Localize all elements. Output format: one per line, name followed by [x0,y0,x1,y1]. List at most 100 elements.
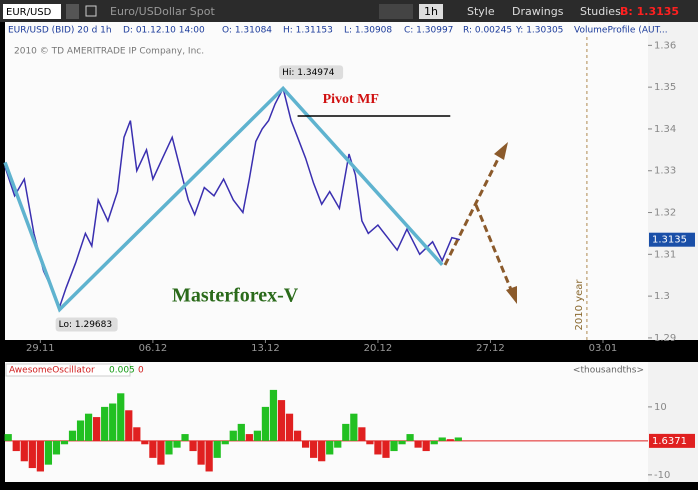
watermark: Masterforex-V [172,285,299,307]
oscillator-bar [125,410,133,441]
oscillator-bar [374,440,382,455]
oscillator-bar [358,427,366,441]
oscillator-bar [382,440,390,458]
oscillator-bar [149,440,157,458]
studies-button[interactable]: Studies [580,5,621,18]
oscillator-bar [181,434,189,441]
oscillator-bar [398,440,406,445]
oscillator-bar [430,440,438,445]
oscillator-bar [76,420,85,441]
oscillator-bar [205,440,213,472]
low-label: Lo: 1.29683 [59,320,112,330]
legend-y: Y: 1.30305 [515,26,563,36]
last-price-label: 1.3135 [652,235,687,246]
price-line [4,86,461,309]
osc-last-label: 1.6371 [652,436,687,447]
legend-date: D: 01.12.10 14:00 [123,26,205,36]
y-tick-label: 1.29 [654,333,676,344]
oscillator-bar [197,440,205,465]
oscillator-bar [245,434,253,441]
x-tick-label: 27.12 [476,343,505,354]
osc-title-box [5,363,131,377]
y-tick-label: 1.34 [654,124,676,135]
last-price-box [649,232,695,247]
osc-value: 0.005 [109,366,135,376]
oscillator-bar [318,440,326,462]
tool-icons[interactable] [379,4,413,19]
zigzag [3,85,444,313]
oscillator-bar [189,440,197,452]
legend-high: H: 1.31153 [283,26,333,36]
osc-units: <thousandths> [573,366,644,376]
oscillator-bar [141,440,149,445]
oscillator-bar [277,400,286,441]
timeframe[interactable]: 1h [424,5,438,18]
oscillator-bar [390,440,398,452]
toolbar [0,0,698,22]
oscillator-bar [101,406,109,441]
drawings-button[interactable]: Drawings [512,5,564,18]
oscillator-bar [93,417,101,441]
oscillator-bar [44,440,53,465]
symbol-search[interactable] [66,4,79,19]
legend-open: O: 1.31084 [222,26,272,36]
arrow-down [474,204,514,293]
oscillator-bar [237,423,245,441]
arrow-head-down [506,286,517,304]
timeframe-box[interactable] [419,4,443,19]
oscillator-bar [261,406,270,441]
style-button[interactable]: Style [467,5,495,18]
description: Euro/USDollar Spot [110,5,215,18]
date-axis [0,340,698,358]
oscillator-bar [366,440,374,445]
oscillator-bar [301,440,310,448]
osc-zero: 0 [138,366,144,376]
high-label: Hi: 1.34974 [282,68,335,78]
oscillator-bar [293,430,302,441]
oscillator-bar [422,440,430,452]
oscillator-bar [165,440,173,455]
price-axis [648,22,698,340]
oscillator-bar [213,440,221,458]
y-tick-label: 1.33 [654,166,676,177]
oscillator-bar [285,413,294,441]
y-tick-label: -10 [654,470,670,481]
x-tick-label: 20.12 [364,343,393,354]
oscillator-bar [133,427,141,441]
oscillator-bar [326,440,334,455]
y-tick-label: 1.32 [654,208,676,219]
oscillator-bar [229,430,237,441]
x-tick-label: 13.12 [251,343,280,354]
oscillator-bar [310,440,318,458]
oscillator-bar [109,403,117,441]
oscillator-bar [454,437,462,441]
copyright: 2010 © TD AMERITRADE IP Company, Inc. [14,47,204,57]
oscillator-bar [438,437,446,441]
pivot-label: Pivot MF [323,92,379,107]
y-tick-label: 1.3 [654,291,670,302]
osc-title: AwesomeOscillator [9,366,95,376]
y-tick-label: 1.35 [654,82,676,93]
x-tick-label: 06.12 [139,343,168,354]
oscillator-bar [253,430,261,441]
x-tick-label: 03.01 [589,343,618,354]
oscillator-axis [648,362,698,482]
year-label: 2010 year [574,279,585,331]
high-label-box [279,65,344,80]
bid-price: B: 1.3135 [620,5,679,18]
legend-range: R: 0.00245 [463,26,512,36]
link-icon[interactable] [85,5,97,17]
oscillator-bar [350,413,358,441]
oscillator-bar [28,440,36,469]
oscillator-bar [84,413,93,441]
symbol-box[interactable] [3,4,61,19]
osc-last-box [649,433,695,448]
symbol[interactable]: EUR/USD [6,7,52,18]
oscillator-bar [446,439,454,441]
y-tick-label: 1.36 [654,40,676,51]
oscillator-bar [406,434,414,441]
oscillator-bar [12,440,20,452]
y-tick-label: 1.31 [654,249,676,260]
forecast-arrows [443,154,514,293]
